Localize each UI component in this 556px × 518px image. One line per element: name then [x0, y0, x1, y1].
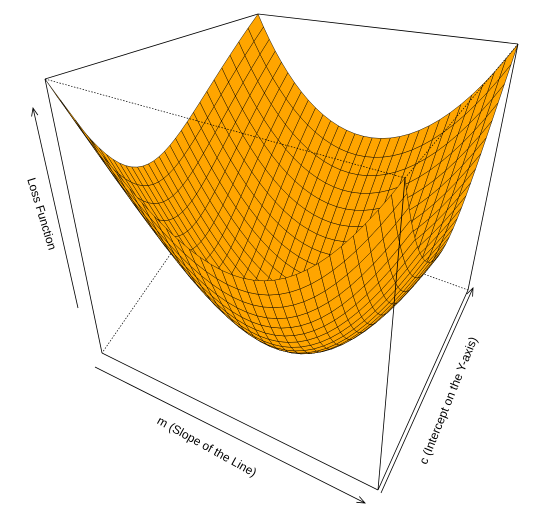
surface-facet	[89, 138, 113, 172]
y-axis-label: c (Intercept on the Y-axis)	[416, 335, 480, 466]
box-edge-bottom-front-right	[377, 289, 469, 491]
surface-facet	[75, 119, 100, 154]
y-axis-arrow-head	[466, 287, 474, 297]
z-axis-arrow	[32, 107, 79, 309]
surface-facet	[60, 99, 86, 136]
y-axis-arrow	[380, 287, 474, 494]
axis-arrows	[31, 106, 474, 504]
box-edge-near-vertical	[377, 177, 406, 491]
box-edge-top-back-left	[44, 13, 259, 80]
z-axis-label: Loss Function	[24, 176, 59, 252]
box-edge-bottom-front-left	[101, 352, 379, 491]
box-edge-right-vertical	[467, 43, 519, 291]
box-edge-top-front-left	[44, 78, 406, 179]
box-front-edges	[44, 13, 519, 491]
z-axis-arrow-head	[31, 106, 39, 117]
surface-mesh	[44, 13, 519, 355]
box-edge-top-front-right	[404, 43, 519, 179]
surface-facet	[498, 43, 519, 80]
box-edge-left-vertical	[44, 78, 103, 354]
x-axis-arrow	[94, 366, 366, 504]
box-edge-top-back-right	[257, 13, 519, 45]
x-axis-arrow-head	[356, 496, 366, 504]
